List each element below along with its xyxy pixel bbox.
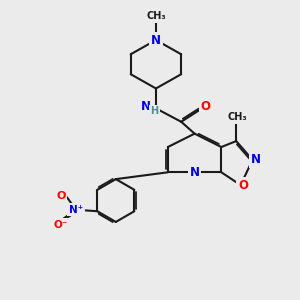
Text: CH₃: CH₃ [228,112,248,122]
Text: N: N [190,166,200,179]
Text: CH₃: CH₃ [146,11,166,21]
Text: N: N [140,100,151,113]
Text: O: O [201,100,211,113]
Text: N: N [151,34,161,46]
Text: H: H [150,106,158,116]
Text: O: O [56,191,66,201]
Text: N: N [250,153,260,166]
Text: N⁺: N⁺ [69,205,83,215]
Text: O: O [238,178,248,192]
Text: O⁻: O⁻ [53,220,68,230]
